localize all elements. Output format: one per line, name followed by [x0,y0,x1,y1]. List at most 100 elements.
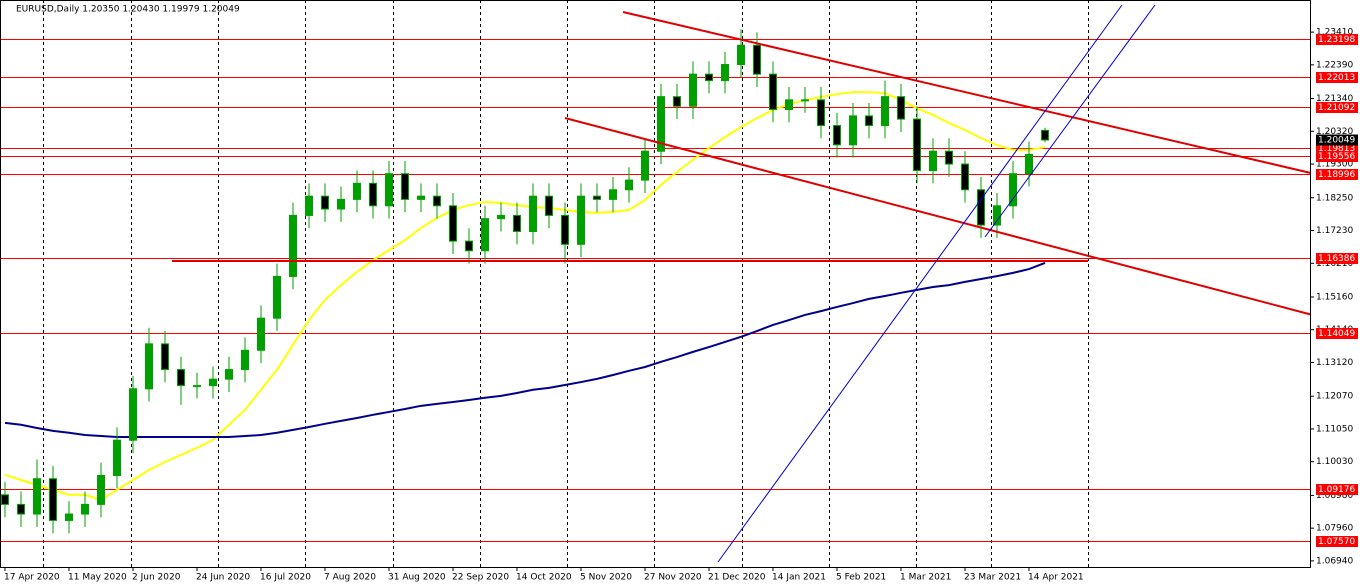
x-tick-label: 16 Jul 2020 [260,573,311,583]
candle-body [993,205,1001,226]
moving-average [4,262,1046,438]
candle-body [753,44,761,75]
level-label-box [1316,484,1358,495]
level-label: 1.16386 [1318,254,1355,264]
candle-body [769,73,777,110]
candle-body [289,214,297,277]
x-tick-label: 17 Apr 2020 [4,573,60,583]
x-tick-label: 21 Dec 2020 [708,573,766,583]
candle-body [1025,153,1033,175]
candle-body [305,195,313,216]
candle-body [225,369,233,380]
candle-body [417,195,425,200]
level-label: 1.19556 [1318,152,1355,162]
candle-body [609,189,617,200]
candle-body [545,195,553,216]
candle-body [241,349,249,371]
candle-body [177,369,185,387]
y-tick-label: 1.23410 [1316,28,1353,38]
candle-body [865,115,873,127]
candle-body [689,73,697,107]
candle-body [497,214,505,220]
y-tick-label: 1.13120 [1316,358,1353,368]
candle-body [849,115,857,146]
candle-body [209,378,217,387]
level-label-box [1316,536,1358,547]
candle-body [369,182,377,207]
candle-body [625,179,633,191]
x-tick-label: 31 Aug 2020 [388,573,446,583]
candle-body [33,478,41,515]
y-tick-label: 1.22390 [1316,60,1353,70]
candle-body [145,343,153,390]
candle-body [673,96,681,107]
candle-body [193,385,201,388]
x-tick-label: 27 Nov 2020 [644,573,702,583]
candle-body [449,205,457,242]
moving-average [4,91,1046,501]
y-tick-label: 1.11050 [1316,424,1353,434]
candle-body [561,214,569,245]
x-tick-label: 5 Nov 2020 [580,573,632,583]
level-label: 1.19813 [1318,144,1355,154]
candle-body [65,513,73,521]
candle-body [897,96,905,120]
chart-title: EURUSD,Daily 1.20350 1.20430 1.19979 1.2… [16,5,240,15]
candle-body [81,503,89,515]
candle-body [273,275,281,319]
x-tick-label: 1 Mar 2021 [900,573,951,583]
x-tick-label: 14 Oct 2020 [516,573,572,583]
candle-body [881,96,889,127]
candle-body [945,150,953,165]
candle-body [97,474,105,505]
candle-body [129,388,137,441]
level-label-box [1316,34,1358,45]
candle-body [657,96,665,152]
candle-body [977,189,985,226]
level-label: 1.22013 [1318,73,1355,83]
candle-body [465,240,473,252]
last-price-label: 1.20049 [1318,136,1355,146]
y-tick-label: 1.15160 [1316,292,1353,302]
y-tick-label: 1.10030 [1316,457,1353,467]
x-tick-label: 5 Feb 2021 [836,573,886,583]
candle-body [49,478,57,521]
x-tick-label: 2 Jun 2020 [132,573,181,583]
level-label-box [1316,143,1358,154]
candle-body [481,218,489,252]
level-label-box [1316,102,1358,113]
x-tick-label: 14 Apr 2021 [1028,573,1084,583]
candle-body [321,195,329,210]
y-tick-label: 1.21340 [1316,94,1353,104]
level-label-box [1316,328,1358,339]
x-tick-label: 24 Jun 2020 [196,573,250,583]
candle-body [433,195,441,207]
candle-body [801,99,809,102]
trendlines [172,4,1310,563]
last-price-box [1316,134,1358,146]
x-tick-label: 11 May 2020 [68,573,127,583]
candle-body [721,64,729,82]
x-tick-label: 14 Jan 2021 [772,573,826,583]
y-tick-label: 1.08980 [1316,491,1353,501]
candle-body [1009,173,1017,207]
candle-body [353,182,361,200]
candle-body [785,99,793,110]
level-label-box [1316,151,1358,162]
candle-body [593,195,601,200]
candle-body [641,150,649,181]
y-tick-label: 1.19300 [1316,160,1353,170]
level-label: 1.09176 [1318,485,1355,495]
level-label: 1.14049 [1318,329,1355,339]
candle-body [401,173,409,200]
level-label: 1.21092 [1318,103,1355,113]
y-tick-label: 1.07960 [1316,524,1353,534]
candle-body [929,150,937,171]
level-label: 1.07570 [1318,537,1355,547]
y-tick-label: 1.20320 [1316,127,1353,137]
plot-frame [0,0,1311,568]
candle-body [385,173,393,207]
y-tick-label: 1.18250 [1316,193,1353,203]
candle-body [1041,129,1049,141]
